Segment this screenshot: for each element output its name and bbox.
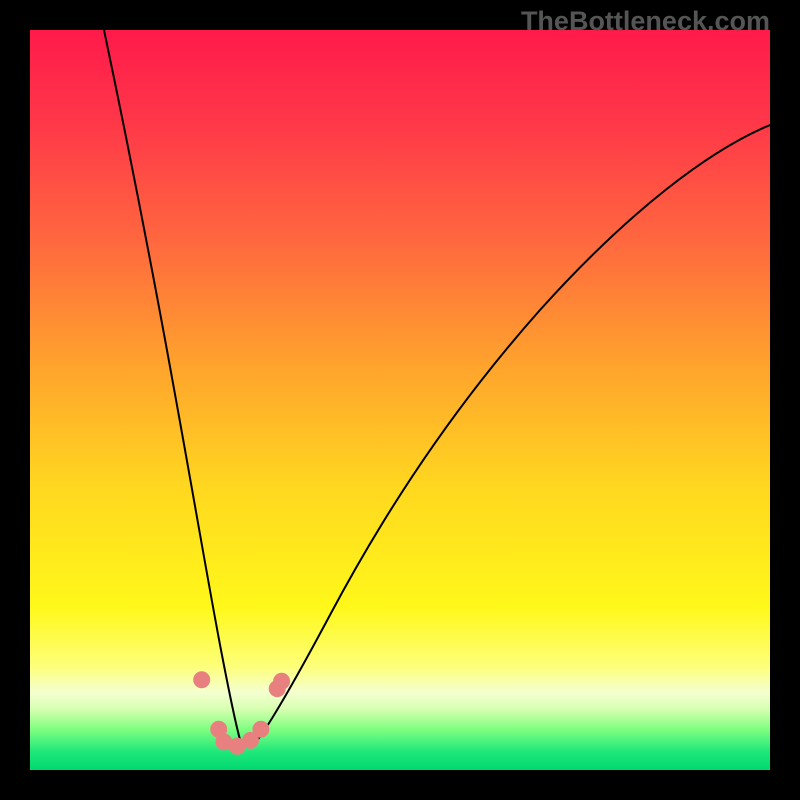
plot-area bbox=[30, 30, 770, 770]
gradient-background bbox=[30, 30, 770, 770]
data-marker bbox=[274, 673, 290, 689]
data-marker bbox=[253, 721, 269, 737]
chart-frame: TheBottleneck.com bbox=[0, 0, 800, 800]
chart-svg bbox=[30, 30, 770, 770]
watermark-text: TheBottleneck.com bbox=[521, 6, 770, 37]
data-marker bbox=[194, 672, 210, 688]
